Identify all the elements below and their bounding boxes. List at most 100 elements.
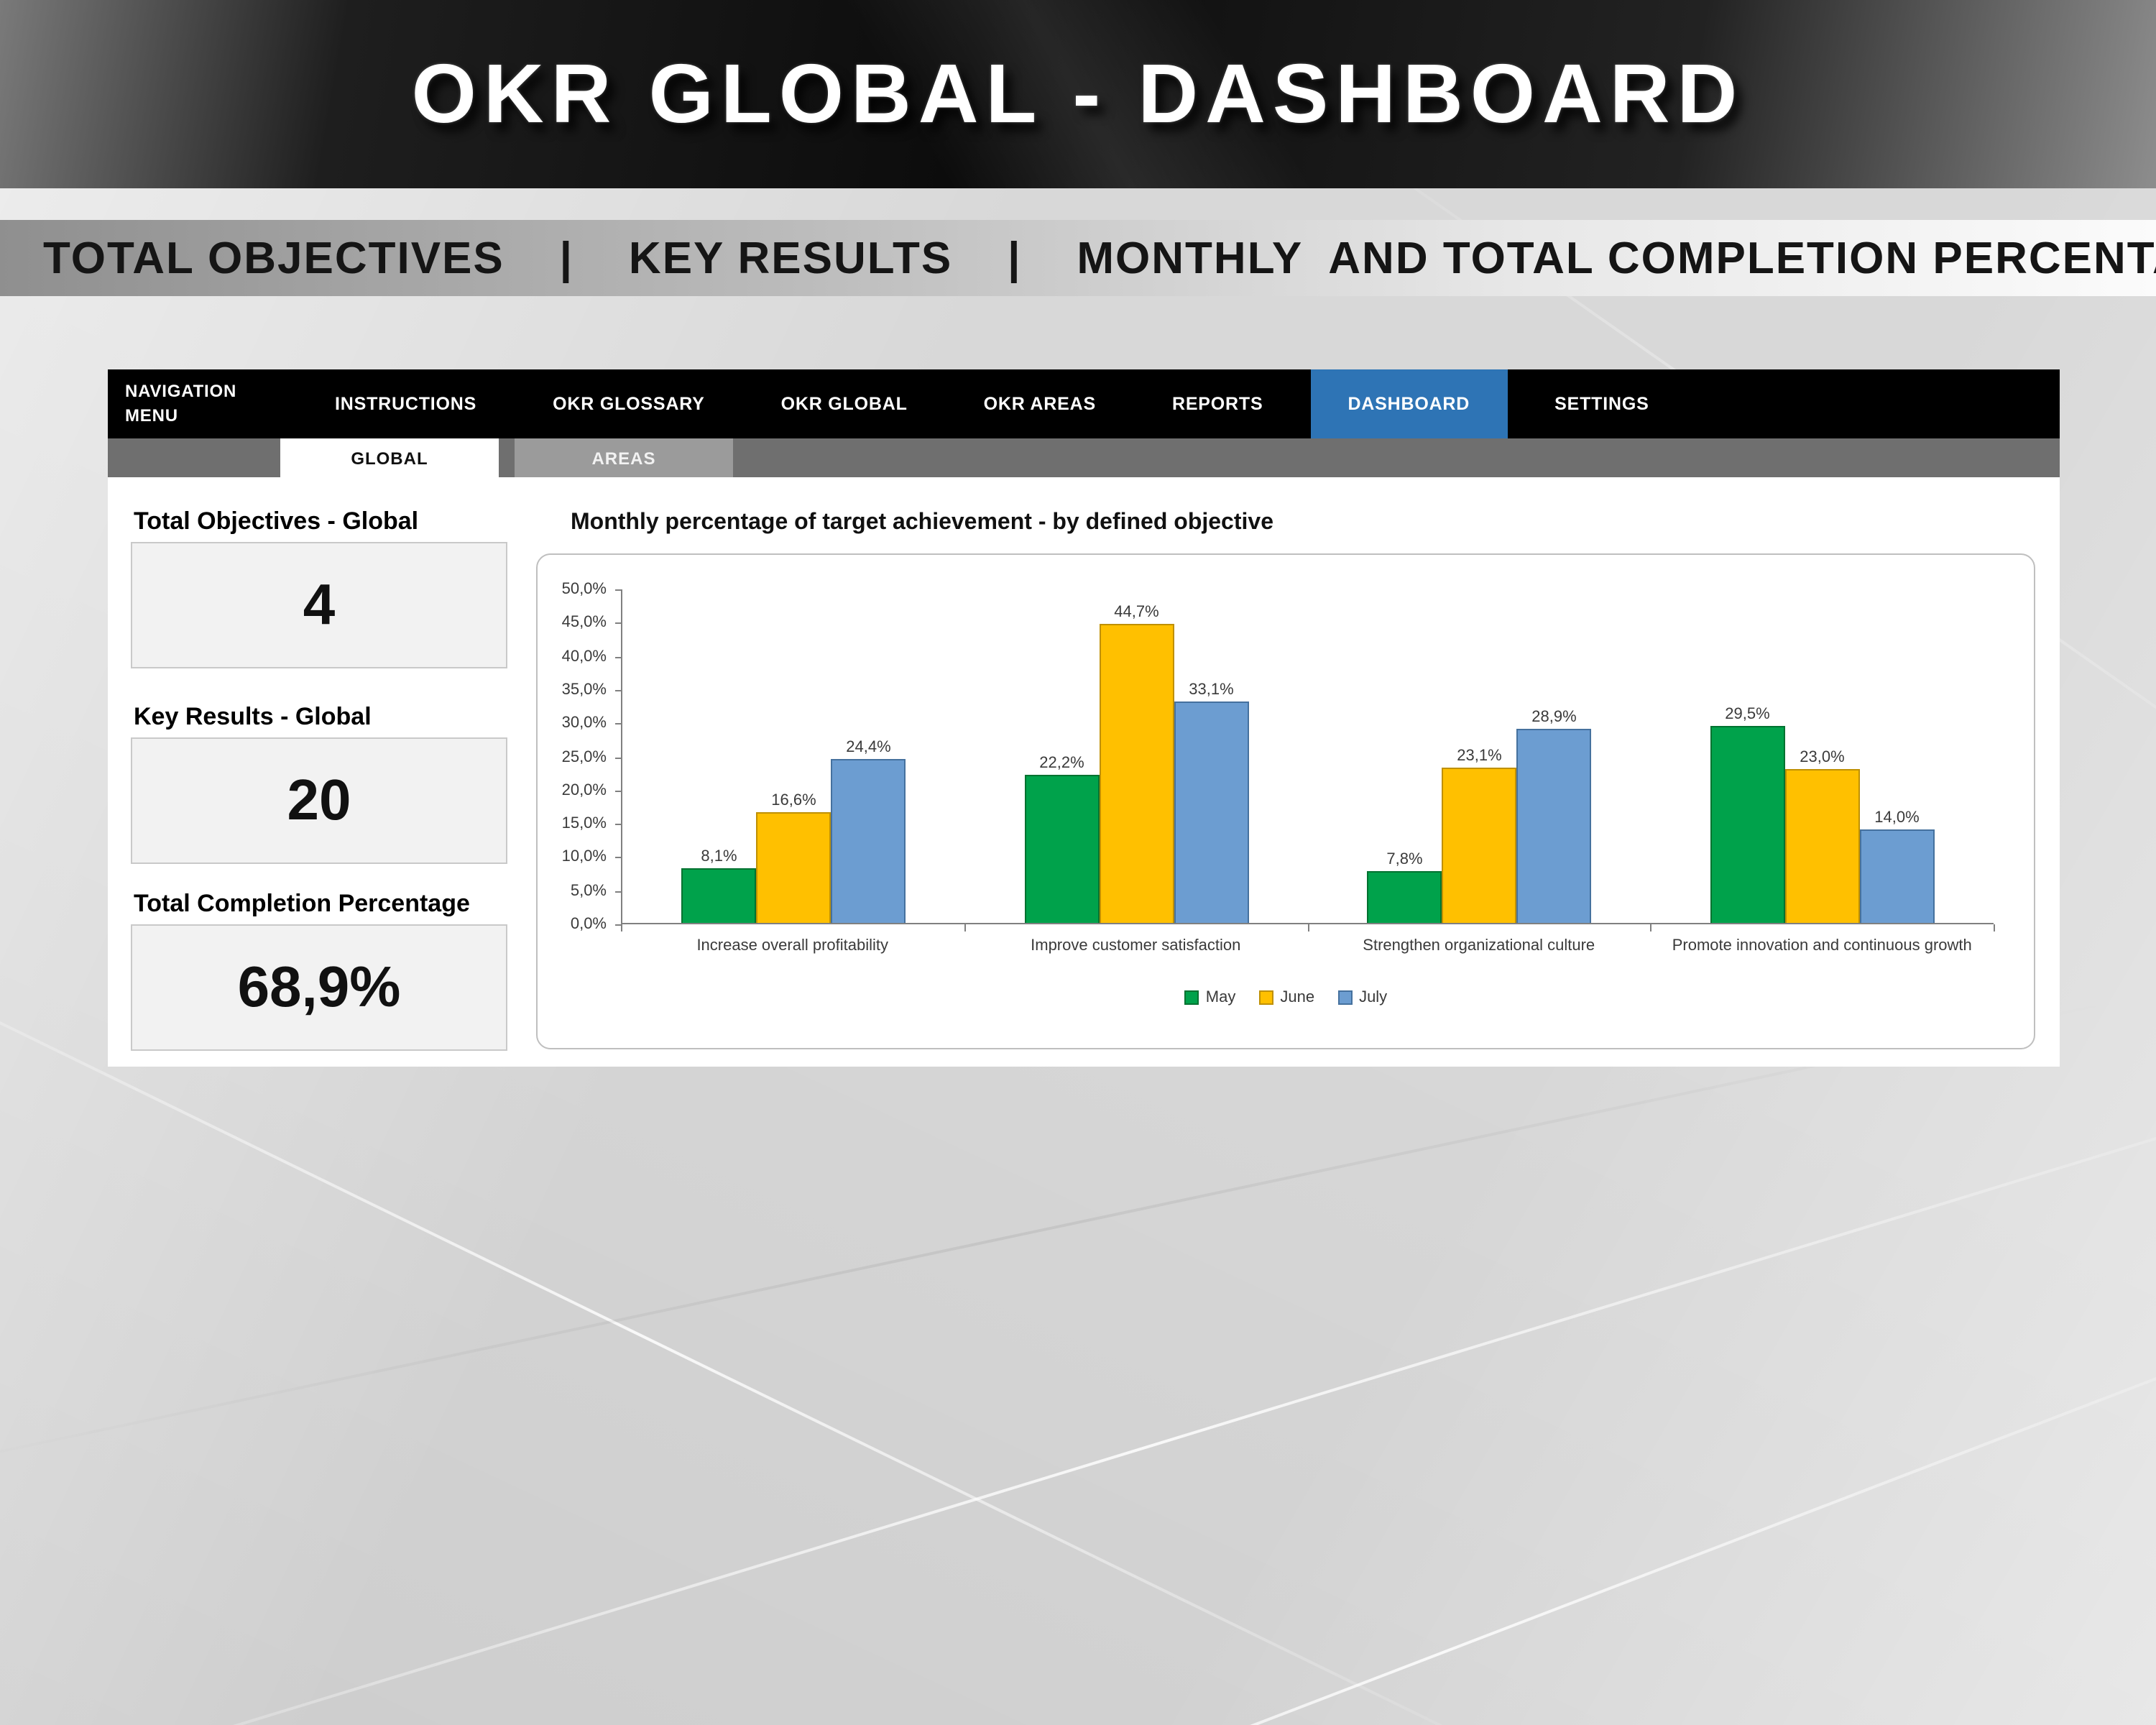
page-title: OKR GLOBAL - DASHBOARD: [411, 47, 1745, 141]
legend-series-name: July: [1359, 989, 1388, 1006]
dashboard-panel: NAVIGATION MENU INSTRUCTIONS OKR GLOSSARY O…: [108, 369, 2060, 1067]
y-axis-tick: [615, 924, 621, 926]
y-axis-tick-label: 45,0%: [561, 614, 607, 632]
legend-item-june: June: [1258, 989, 1314, 1006]
category-axis: Increase overall profitability Improve cu…: [621, 937, 1994, 954]
y-axis-tick-label: 40,0%: [561, 648, 607, 666]
y-axis-tick: [615, 757, 621, 758]
y-axis-tick: [615, 689, 621, 691]
bar-value-label: 23,1%: [1457, 748, 1502, 765]
x-axis-tick: [1994, 924, 1995, 932]
background-decoration-line: [0, 1045, 2156, 1725]
legend-swatch-june: [1258, 990, 1273, 1005]
bar-june: 44,7%: [1099, 603, 1174, 923]
category-label-improve-customer-satisfaction: Improve customer satisfaction: [1031, 937, 1241, 954]
legend-swatch-july: [1337, 990, 1353, 1005]
y-axis-tick: [615, 891, 621, 893]
y-axis-tick-label: 0,0%: [570, 916, 607, 933]
nav-item-dashboard[interactable]: DASHBOARD: [1310, 369, 1508, 438]
y-axis-tick: [615, 656, 621, 658]
bar-value-label: 29,5%: [1725, 705, 1770, 723]
bar-value-label: 7,8%: [1386, 850, 1423, 868]
subtitle-bar: TOTAL OBJECTIVES | KEY RESULTS | MONTHLY…: [0, 220, 2156, 296]
y-axis-tick: [615, 723, 621, 725]
x-axis-tick: [1650, 924, 1652, 932]
bar-group-promote-innovation-and-continuous-growth: 29,5% 23,0% 14,0%: [1651, 589, 1994, 923]
background-decoration-line: [430, 1266, 2156, 1725]
chart-plot: 8,1% 16,6% 24,4% 22,2% 44,7% 33,1% 7,8% 23,1% 28…: [621, 589, 1994, 924]
bar-value-label: 8,1%: [701, 848, 737, 866]
bar-value-label: 28,9%: [1531, 709, 1577, 727]
chart-legend: May June July: [538, 989, 2034, 1006]
bar-value-label: 14,0%: [1874, 809, 1920, 827]
nav-bar: NAVIGATION MENU INSTRUCTIONS OKR GLOSSARY O…: [108, 369, 2060, 438]
tab-global[interactable]: GLOBAL: [280, 438, 499, 477]
chart-title: Monthly percentage of target achievement…: [571, 510, 1273, 535]
bar-value-label: 44,7%: [1114, 603, 1159, 621]
y-axis-tick-label: 30,0%: [561, 714, 607, 732]
nav-item-instructions[interactable]: INSTRUCTIONS: [335, 394, 477, 414]
y-axis-tick: [615, 622, 621, 625]
bar-may: 22,2%: [1024, 754, 1100, 923]
legend-swatch-may: [1184, 990, 1199, 1005]
nav-item-okr-areas[interactable]: OKR AREAS: [983, 394, 1096, 414]
x-axis-tick: [964, 924, 966, 932]
stat-label-total-completion-percentage: Total Completion Percentage: [134, 890, 470, 917]
y-axis-tick: [615, 857, 621, 859]
y-axis-tick-label: 25,0%: [561, 748, 607, 765]
bar-may: 7,8%: [1367, 850, 1442, 923]
bar-group-improve-customer-satisfaction: 22,2% 44,7% 33,1%: [965, 589, 1308, 923]
legend-series-name: May: [1205, 989, 1236, 1006]
stat-label-key-results-global: Key Results - Global: [134, 703, 372, 730]
chart-card: 50,0% 45,0% 40,0% 35,0% 30,0% 25,0% 20,0% 15,0%…: [536, 553, 2035, 1049]
bar-july: 24,4%: [831, 740, 906, 923]
category-label-strengthen-organizational-culture: Strengthen organizational culture: [1363, 937, 1595, 954]
legend-item-july: July: [1337, 989, 1387, 1006]
nav-item-navigation-menu[interactable]: NAVIGATION MENU: [125, 380, 237, 426]
bar-june: 23,0%: [1784, 749, 1860, 923]
bar-value-label: 23,0%: [1800, 748, 1845, 766]
bar-value-label: 24,4%: [846, 739, 891, 757]
category-label-increase-overall-profitability: Increase overall profitability: [696, 937, 889, 954]
nav-item-reports[interactable]: REPORTS: [1171, 394, 1263, 414]
stat-label-total-objectives-global: Total Objectives - Global: [134, 507, 419, 535]
subtitle-text: TOTAL OBJECTIVES | KEY RESULTS | MONTHLY…: [43, 232, 2156, 282]
bar-june: 23,1%: [1442, 748, 1517, 923]
nav-item-okr-global[interactable]: OKR GLOBAL: [780, 394, 908, 414]
y-axis-tick-label: 15,0%: [561, 815, 607, 833]
y-axis-tick-label: 35,0%: [561, 681, 607, 699]
bar-july: 28,9%: [1516, 709, 1592, 923]
bar-june: 16,6%: [756, 791, 831, 923]
y-axis-tick-label: 5,0%: [570, 882, 607, 900]
category-label-promote-innovation-and-continuous-growth: Promote innovation and continuous growth: [1672, 937, 1972, 954]
nav-item-okr-glossary[interactable]: OKR GLOSSARY: [553, 394, 705, 414]
bar-may: 8,1%: [681, 849, 757, 923]
bar-value-label: 22,2%: [1039, 754, 1084, 772]
tab-areas[interactable]: AREAS: [515, 438, 733, 477]
y-axis-tick: [615, 790, 621, 792]
y-axis-tick: [615, 589, 621, 591]
bar-july: 14,0%: [1859, 809, 1935, 923]
x-axis-tick: [621, 924, 622, 932]
y-axis-tick-label: 10,0%: [561, 848, 607, 866]
bar-value-label: 33,1%: [1189, 681, 1234, 699]
tab-row: GLOBAL AREAS: [108, 438, 2060, 477]
legend-item-may: May: [1184, 989, 1236, 1006]
bar-may: 29,5%: [1710, 705, 1785, 923]
y-axis-tick-label: 20,0%: [561, 781, 607, 799]
nav-item-settings[interactable]: SETTINGS: [1554, 394, 1649, 414]
stat-value-total-completion-percentage: 68,9%: [131, 924, 507, 1051]
stat-value-key-results-global: 20: [131, 737, 507, 864]
background-decoration-line: [0, 997, 2132, 1478]
legend-series-name: June: [1280, 989, 1315, 1006]
bar-value-label: 16,6%: [771, 791, 816, 809]
bar-group-strengthen-organizational-culture: 7,8% 23,1% 28,9%: [1308, 589, 1651, 923]
bar-group-increase-overall-profitability: 8,1% 16,6% 24,4%: [622, 589, 965, 923]
header-banner: OKR GLOBAL - DASHBOARD: [0, 0, 2156, 188]
bar-july: 33,1%: [1174, 681, 1249, 923]
y-axis-tick-label: 50,0%: [561, 581, 607, 598]
x-axis-tick: [1307, 924, 1309, 932]
stat-value-total-objectives-global: 4: [131, 542, 507, 668]
